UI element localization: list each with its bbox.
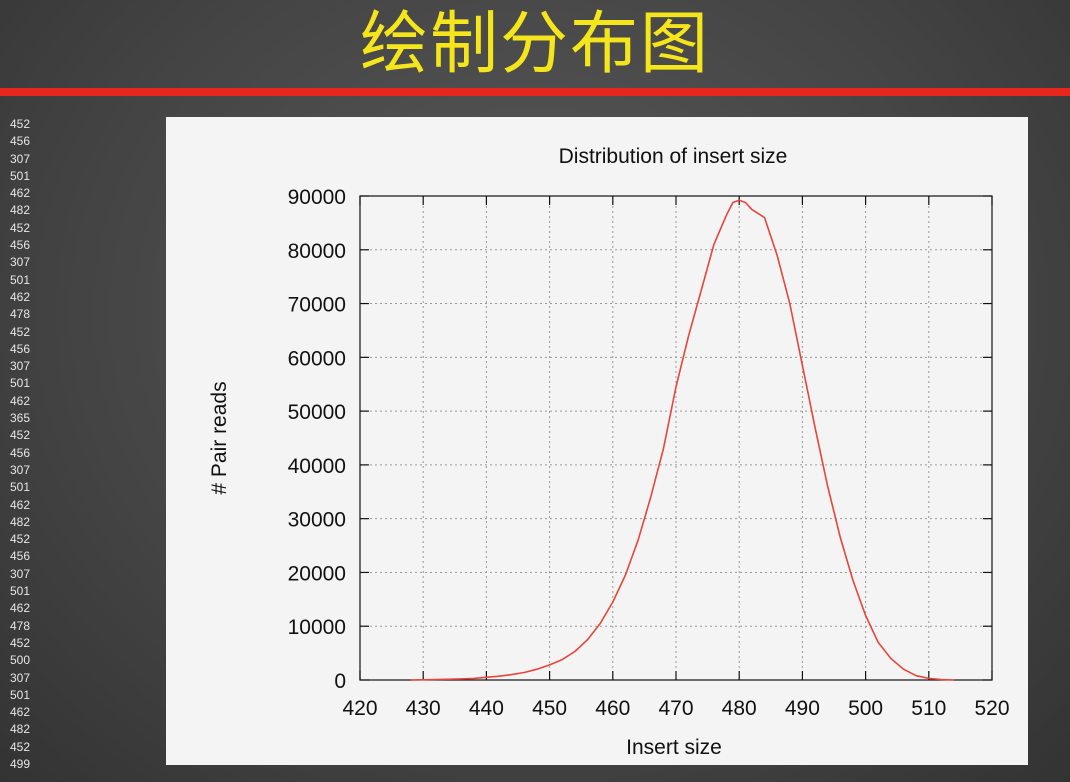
number-list-item: 482: [10, 203, 31, 218]
chart-title: Distribution of insert size: [559, 145, 788, 168]
y-tick-label: 30000: [288, 509, 346, 532]
number-list-item: 452: [10, 220, 31, 235]
number-list-item: 307: [10, 670, 31, 685]
number-list-item: 452: [10, 635, 31, 650]
number-list-item: 307: [10, 566, 31, 581]
number-list: 452 456 307 501 462 482 452 456 307 501 462 478 452 4…: [10, 116, 60, 773]
number-list-item: 462: [10, 186, 31, 201]
number-list-item: 462: [10, 393, 31, 408]
number-list-item: 500: [10, 653, 31, 668]
x-tick-label: 430: [406, 697, 441, 720]
number-list-item: 501: [10, 584, 31, 599]
y-tick-label: 90000: [288, 186, 346, 209]
series-layer: [410, 199, 955, 681]
x-tick-label: 510: [911, 697, 946, 720]
grid-layer: [360, 196, 992, 680]
y-tick-label: 40000: [288, 455, 346, 478]
number-list-item: 307: [10, 462, 31, 477]
number-list-item: 501: [10, 687, 31, 702]
number-list-item: 501: [10, 168, 31, 183]
x-tick-label: 500: [848, 697, 883, 720]
x-tick-label: 450: [532, 697, 567, 720]
y-tick-label: 50000: [288, 401, 346, 424]
number-list-item: 307: [10, 255, 31, 270]
number-list-item: 456: [10, 238, 31, 253]
number-list-item: 307: [10, 151, 31, 166]
number-list-item: 456: [10, 341, 31, 356]
x-tick-label: 420: [342, 697, 377, 720]
tick-layer: 420 430 440 450 460 470 480 490 500 510 520 0 10000 2…: [288, 186, 1010, 720]
number-list-item: 456: [10, 445, 31, 460]
number-list-item: 501: [10, 480, 31, 495]
number-list-item: 452: [10, 428, 31, 443]
x-axis-label: Insert size: [626, 736, 722, 759]
slide-title: 绘制分布图: [359, 5, 710, 84]
number-list-item: 462: [10, 705, 31, 720]
number-list-item: 452: [10, 739, 31, 754]
number-list-item: 452: [10, 117, 31, 131]
number-list-item: 478: [10, 307, 31, 322]
x-tick-label: 520: [974, 697, 1009, 720]
y-tick-label: 10000: [288, 616, 346, 639]
title-divider: [0, 88, 1070, 96]
number-list-item: 452: [10, 324, 31, 339]
x-tick-label: 460: [595, 697, 630, 720]
plot-panel: 420 430 440 450 460 470 480 490 500 510 520 0 10000 2…: [166, 117, 1028, 765]
number-list-item: 462: [10, 601, 31, 616]
number-list-item: 478: [10, 618, 31, 633]
distribution-chart: 420 430 440 450 460 470 480 490 500 510 520 0 10000 2…: [208, 145, 1010, 759]
x-tick-label: 490: [785, 697, 820, 720]
y-tick-label: 70000: [288, 294, 346, 317]
number-list-item: 499: [10, 756, 31, 771]
y-tick-label: 60000: [288, 347, 346, 370]
x-tick-label: 480: [722, 697, 757, 720]
y-tick-label: 20000: [288, 562, 346, 585]
number-list-item: 462: [10, 289, 31, 304]
number-list-item: 462: [10, 497, 31, 512]
number-list-item: 482: [10, 722, 31, 737]
y-tick-label: 0: [334, 670, 346, 693]
number-list-item: 456: [10, 549, 31, 564]
y-axis-label: # Pair reads: [208, 381, 231, 494]
number-list-item: 307: [10, 359, 31, 374]
x-tick-label: 470: [658, 697, 693, 720]
number-list-item: 482: [10, 514, 31, 529]
number-list-item: 456: [10, 134, 31, 149]
x-tick-label: 440: [469, 697, 504, 720]
number-list-item: 365: [10, 411, 31, 426]
series-line: [410, 199, 955, 681]
number-list-item: 501: [10, 376, 31, 391]
number-list-item: 452: [10, 532, 31, 547]
y-tick-label: 80000: [288, 240, 346, 263]
number-list-item: 501: [10, 272, 31, 287]
